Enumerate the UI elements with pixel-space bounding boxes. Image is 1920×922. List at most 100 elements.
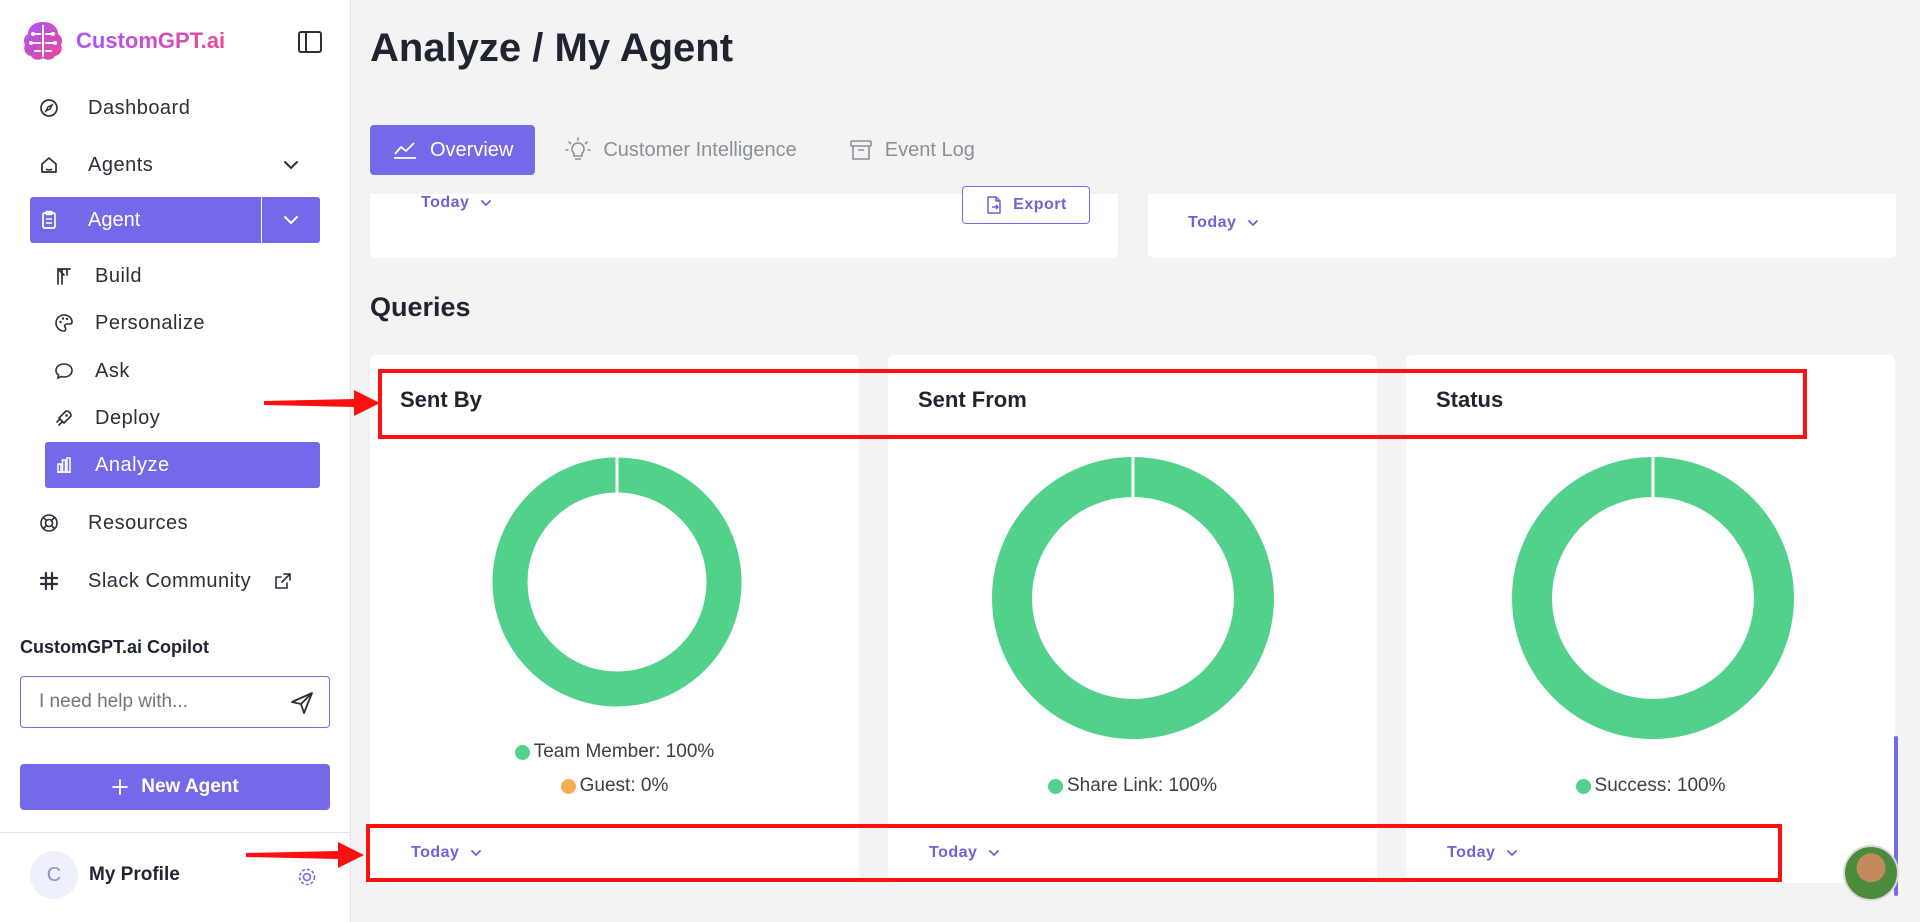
legend-label: Success: 100% [1594,775,1726,796]
tab-overview[interactable]: Overview [370,125,536,175]
query-card-sent-from: Sent From Share Link: 100% Today [888,355,1377,883]
plus-icon [112,779,129,795]
agent-dropdown-toggle[interactable] [262,197,320,243]
date-range-dropdown[interactable]: Today [929,844,1001,862]
date-range-dropdown[interactable]: Today [421,194,493,212]
annotation-arrow-icon [264,390,380,416]
sidebar-item-label: Build [95,264,142,287]
legend-item: Share Link: 100% [888,769,1377,803]
crane-icon [53,265,75,287]
sidebar-item-label: Deploy [95,406,161,429]
sidebar-item-resources[interactable]: Resources [30,500,320,546]
sidebar-item-build[interactable]: Build [45,253,320,299]
sidebar-item-agent-main[interactable]: Agent [30,197,261,243]
sent-from-donut-chart [992,455,1274,739]
slack-icon [38,570,60,592]
legend-dot [514,744,530,760]
date-range-dropdown[interactable]: Today [1447,844,1519,862]
sidebar-item-agent: Agent [30,197,320,243]
compass-icon [38,97,60,119]
palette-icon [53,312,75,334]
sidebar-item-label: Slack Community [88,569,252,592]
annotation-arrow-icon [246,842,364,868]
sidebar-item-deploy[interactable]: Deploy [45,395,320,441]
lifebuoy-icon [38,512,60,534]
chat-icon [53,360,75,382]
bar-chart-icon [53,454,75,476]
query-card-status: Status Success: 100% Today [1406,355,1895,883]
legend-item: Success: 100% [1406,769,1895,803]
chart-legend: Team Member: 100% Guest: 0% [370,735,859,803]
top-card-left: Today Export [370,186,1118,258]
sidebar-collapse-icon[interactable] [297,29,323,55]
legend-label: Share Link: 100% [1067,775,1217,796]
avatar[interactable]: C [30,851,78,899]
card-title: Status [1436,387,1504,412]
send-icon[interactable] [289,690,315,716]
chart-legend: Share Link: 100% [888,769,1377,803]
tab-label: Customer Intelligence [603,138,797,161]
chevron-down-icon [481,200,492,207]
sidebar-item-analyze[interactable]: Analyze [45,442,320,488]
scrollbar-thumb[interactable] [1894,736,1898,896]
date-range-dropdown[interactable]: Today [411,844,483,862]
sidebar: CustomGPT.ai Dashboard Agents Agent [0,0,351,922]
annotation-highlight-box [366,824,1782,882]
donut-slice-success [1512,457,1794,739]
clipboard-icon [38,209,60,231]
donut-slice-team-member [492,457,742,707]
new-agent-label: New Agent [141,776,239,797]
sidebar-item-label: Resources [88,511,189,534]
tab-label: Event Log [884,138,975,161]
sidebar-item-label: Agents [88,153,154,176]
archive-icon [849,140,872,160]
tab-customer-intelligence[interactable]: Customer Intelligence [543,125,818,175]
sidebar-item-dashboard[interactable]: Dashboard [30,85,320,131]
brand-name: CustomGPT.ai [76,28,226,53]
sidebar-item-slack-community[interactable]: Slack Community [30,558,320,604]
status-donut-chart [1512,455,1794,739]
rocket-icon [53,407,75,429]
chart-legend: Success: 100% [1406,769,1895,803]
date-range-label: Today [1188,214,1237,231]
profile-bar[interactable]: C My Profile [0,832,351,922]
sidebar-item-label: Personalize [95,311,206,334]
copilot-input-box [20,676,330,728]
date-range-label: Today [929,844,978,861]
chevron-down-icon [1248,220,1259,227]
legend-dot [1048,778,1063,794]
lightbulb-icon [565,137,592,160]
chevron-down-icon [1507,850,1518,857]
sent-by-donut-chart [492,455,742,707]
chevron-down-icon[interactable] [280,154,302,176]
donut-slice-share-link [992,457,1274,739]
card-title: Sent By [400,387,482,412]
brand-logo[interactable]: CustomGPT.ai [20,18,225,64]
sidebar-item-agents[interactable]: Agents [30,142,320,188]
sidebar-item-personalize[interactable]: Personalize [45,300,320,346]
chevron-down-icon [284,216,298,225]
sidebar-item-label: Dashboard [88,96,191,119]
sidebar-item-ask[interactable]: Ask [45,348,320,394]
external-link-icon [275,573,291,589]
export-label: Export [1013,196,1067,213]
new-agent-button[interactable]: New Agent [20,764,330,810]
tab-label: Overview [430,138,514,161]
date-range-label: Today [421,194,470,211]
sidebar-item-label: Analyze [95,453,170,476]
annotation-highlight-box [378,369,1807,439]
profile-name[interactable]: My Profile [89,864,180,885]
legend-label: Team Member: 100% [533,741,715,762]
card-title: Sent From [918,387,1027,412]
support-chat-avatar[interactable] [1843,845,1899,901]
date-range-dropdown[interactable]: Today [1188,214,1260,232]
sidebar-item-label: Ask [95,359,130,382]
top-card-right: Today [1148,194,1896,258]
date-range-label: Today [411,844,460,861]
page-title: Analyze / My Agent [370,26,734,70]
export-button[interactable]: Export [962,186,1090,224]
sidebar-item-label: Agent [88,208,141,231]
tab-event-log[interactable]: Event Log [827,125,997,175]
gear-icon[interactable] [296,866,318,888]
copilot-input[interactable] [39,691,269,713]
